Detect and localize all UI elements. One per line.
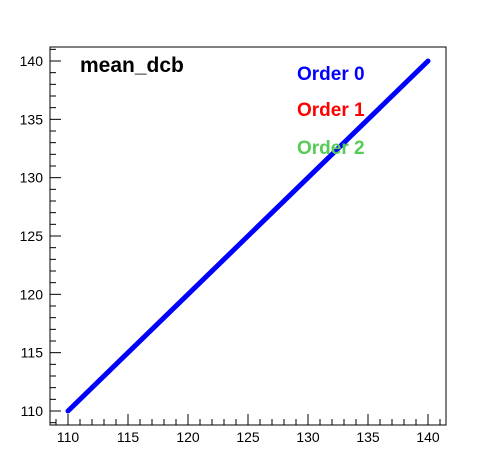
y-tick-label: 140 bbox=[20, 53, 44, 69]
legend-entry: Order 1 bbox=[297, 100, 365, 121]
y-tick-label: 115 bbox=[21, 345, 44, 361]
x-tick-label: 135 bbox=[356, 429, 380, 445]
legend-entry: Order 2 bbox=[297, 138, 365, 159]
y-tick-label: 125 bbox=[20, 228, 44, 244]
chart-title: mean_dcb bbox=[80, 54, 184, 77]
legend: Order 0 Order 1 Order 2 bbox=[297, 64, 365, 159]
x-tick-label: 140 bbox=[416, 429, 440, 445]
x-tick-label: 120 bbox=[176, 429, 200, 445]
x-tick-label: 125 bbox=[236, 429, 260, 445]
x-tick-label: 115 bbox=[117, 429, 140, 445]
y-tick-label: 120 bbox=[20, 286, 44, 302]
series-line bbox=[65, 58, 431, 414]
x-tick-label: 130 bbox=[296, 429, 320, 445]
x-axis: 110 115 120 125 130 135 140 bbox=[55, 414, 441, 445]
y-tick-label: 130 bbox=[20, 170, 44, 186]
x-tick-label: 110 bbox=[57, 429, 80, 445]
y-tick-label: 135 bbox=[20, 111, 44, 127]
y-tick-label: 110 bbox=[21, 403, 44, 419]
y-axis: 110 115 120 125 130 135 140 bbox=[20, 48, 61, 424]
legend-entry: Order 0 bbox=[297, 64, 365, 85]
series-layer bbox=[65, 58, 431, 414]
